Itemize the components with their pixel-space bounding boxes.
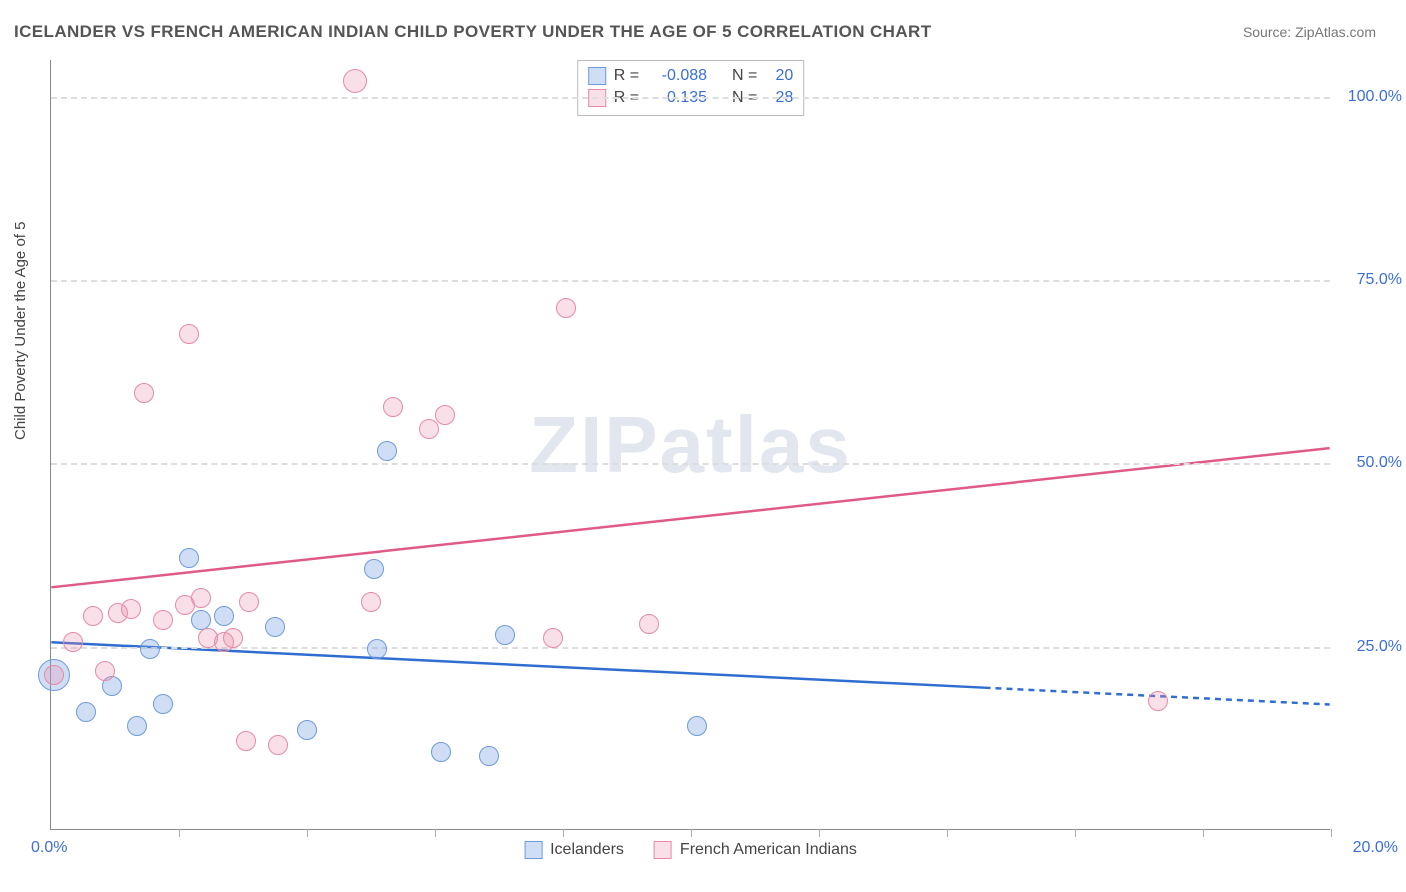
source-prefix: Source: bbox=[1243, 24, 1295, 40]
x-tick bbox=[563, 829, 564, 837]
source-link[interactable]: ZipAtlas.com bbox=[1295, 24, 1376, 40]
legend-item-b: French American Indians bbox=[654, 841, 857, 859]
trend-lines-layer bbox=[51, 60, 1330, 829]
data-point-b bbox=[191, 588, 211, 608]
legend-label-a: Icelanders bbox=[550, 841, 624, 859]
stats-row-series-a: R = -0.088 N = 20 bbox=[588, 65, 794, 87]
data-point-a bbox=[153, 694, 173, 714]
y-tick-label: 25.0% bbox=[1338, 638, 1402, 656]
chart-container: ICELANDER VS FRENCH AMERICAN INDIAN CHIL… bbox=[0, 0, 1406, 892]
data-point-a bbox=[377, 441, 397, 461]
data-point-a bbox=[297, 720, 317, 740]
correlation-stats-box: R = -0.088 N = 20 R = 0.135 N = 28 bbox=[577, 60, 805, 116]
x-tick bbox=[1075, 829, 1076, 837]
x-tick bbox=[179, 829, 180, 837]
data-point-b bbox=[223, 628, 243, 648]
data-point-a bbox=[495, 625, 515, 645]
legend-item-a: Icelanders bbox=[524, 841, 624, 859]
data-point-b bbox=[435, 405, 455, 425]
data-point-b bbox=[83, 606, 103, 626]
grid-line bbox=[51, 97, 1330, 99]
x-tick bbox=[947, 829, 948, 837]
data-point-b bbox=[343, 69, 367, 93]
y-tick-label: 100.0% bbox=[1338, 88, 1402, 106]
data-point-a bbox=[214, 606, 234, 626]
data-point-a bbox=[76, 702, 96, 722]
data-point-b bbox=[383, 397, 403, 417]
data-point-b bbox=[153, 610, 173, 630]
data-point-b bbox=[44, 665, 64, 685]
data-point-b bbox=[1148, 691, 1168, 711]
data-point-b bbox=[239, 592, 259, 612]
x-tick bbox=[1203, 829, 1204, 837]
y-tick-label: 75.0% bbox=[1338, 271, 1402, 289]
data-point-b bbox=[63, 632, 83, 652]
source-attribution: Source: ZipAtlas.com bbox=[1243, 24, 1376, 40]
chart-title: ICELANDER VS FRENCH AMERICAN INDIAN CHIL… bbox=[14, 22, 932, 42]
swatch-series-a bbox=[524, 841, 542, 859]
data-point-a bbox=[479, 746, 499, 766]
data-point-b bbox=[639, 614, 659, 634]
data-point-a bbox=[367, 639, 387, 659]
data-point-b bbox=[556, 298, 576, 318]
data-point-b bbox=[419, 419, 439, 439]
x-tick bbox=[691, 829, 692, 837]
data-point-b bbox=[361, 592, 381, 612]
n-value-a: 20 bbox=[765, 65, 793, 87]
data-point-a bbox=[431, 742, 451, 762]
data-point-a bbox=[191, 610, 211, 630]
n-label: N = bbox=[732, 65, 757, 87]
data-point-a bbox=[140, 639, 160, 659]
data-point-b bbox=[95, 661, 115, 681]
data-point-a bbox=[265, 617, 285, 637]
data-point-a bbox=[179, 548, 199, 568]
x-tick bbox=[307, 829, 308, 837]
x-tick bbox=[435, 829, 436, 837]
grid-line bbox=[51, 463, 1330, 465]
swatch-series-a bbox=[588, 67, 606, 85]
legend-label-b: French American Indians bbox=[680, 841, 857, 859]
data-point-b bbox=[121, 599, 141, 619]
r-label: R = bbox=[614, 65, 639, 87]
y-axis-label: Child Poverty Under the Age of 5 bbox=[12, 222, 29, 440]
x-tick bbox=[819, 829, 820, 837]
r-value-a: -0.088 bbox=[647, 65, 707, 87]
x-tick bbox=[1331, 829, 1332, 837]
data-point-b bbox=[236, 731, 256, 751]
data-point-b bbox=[179, 324, 199, 344]
data-point-a bbox=[127, 716, 147, 736]
watermark-text: ZIPatlas bbox=[529, 399, 852, 491]
legend: Icelanders French American Indians bbox=[524, 841, 857, 859]
data-point-b bbox=[268, 735, 288, 755]
grid-line bbox=[51, 647, 1330, 649]
plot-area: ZIPatlas R = -0.088 N = 20 R = 0.135 N =… bbox=[50, 60, 1330, 830]
y-tick-label: 50.0% bbox=[1338, 454, 1402, 472]
data-point-b bbox=[543, 628, 563, 648]
x-axis-origin-label: 0.0% bbox=[31, 839, 67, 857]
grid-line bbox=[51, 280, 1330, 282]
x-axis-max-label: 20.0% bbox=[1353, 839, 1398, 857]
swatch-series-b bbox=[654, 841, 672, 859]
data-point-a bbox=[687, 716, 707, 736]
data-point-a bbox=[364, 559, 384, 579]
data-point-b bbox=[134, 383, 154, 403]
